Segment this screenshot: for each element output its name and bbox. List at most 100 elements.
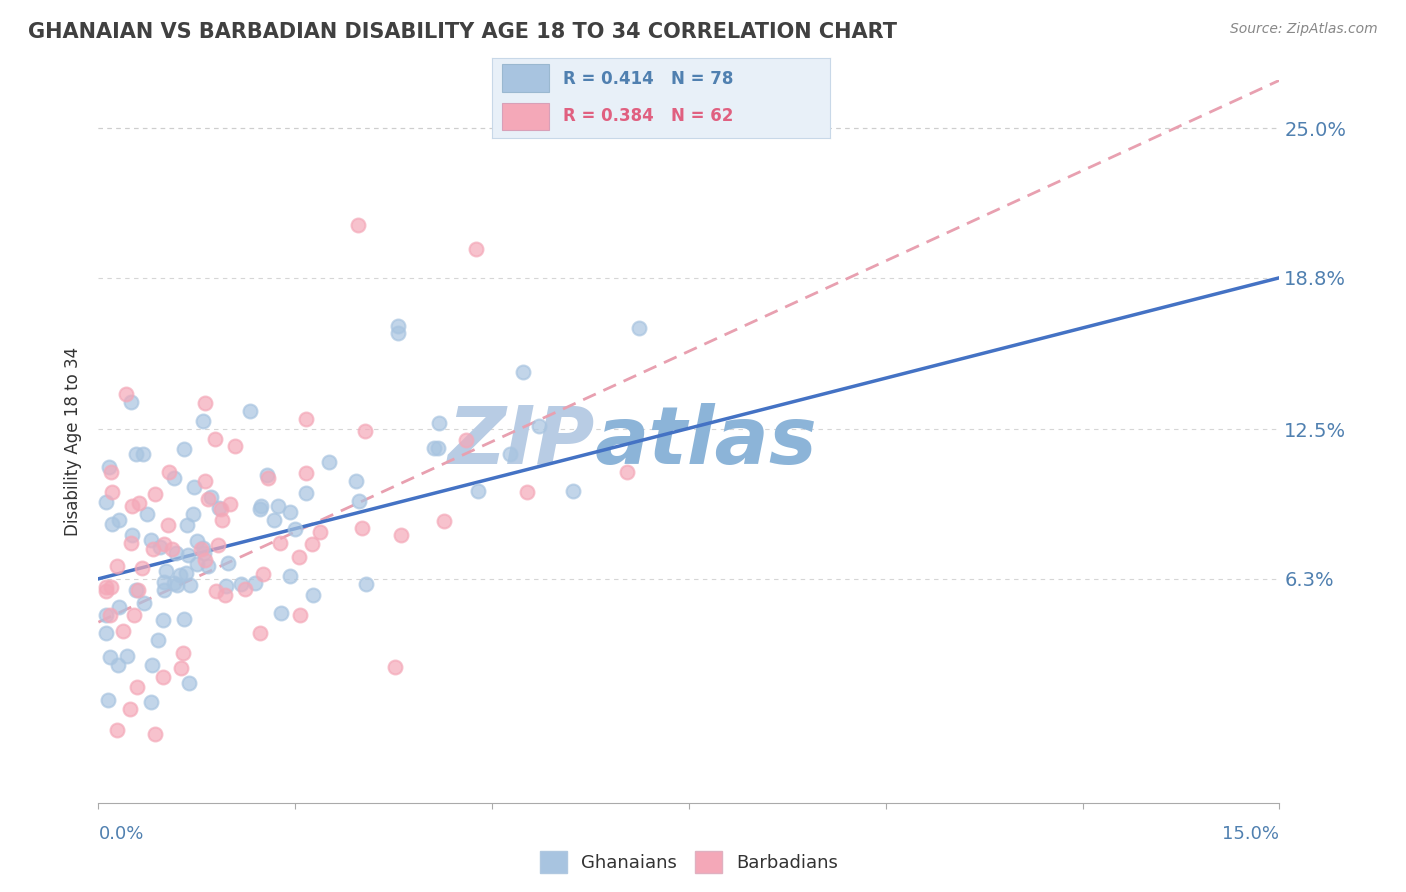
Point [115,648,138,663]
Point [194,396,217,410]
Point [149,540,172,554]
Point [174,566,197,580]
Point [181,507,204,521]
Point [512,365,534,379]
Point [207,538,229,552]
Point [295,466,318,480]
Point [197,491,219,506]
Point [177,548,200,562]
Point [256,467,278,482]
Text: GHANAIAN VS BARBADIAN DISABILITY AGE 18 TO 34 CORRELATION CHART: GHANAIAN VS BARBADIAN DISABILITY AGE 18 … [28,22,897,42]
Point [111,624,134,638]
Point [135,508,157,522]
Point [347,218,370,232]
Bar [502,64,550,92]
Point [100,465,122,479]
Point [125,583,148,598]
Point [249,625,271,640]
Point [100,580,122,594]
Point [616,465,638,479]
Point [169,567,191,582]
Point [124,447,146,461]
Point [120,535,142,549]
Point [309,525,332,540]
Point [224,439,246,453]
Point [243,575,266,590]
Point [163,471,186,485]
Point [200,490,222,504]
Point [172,646,194,660]
Point [529,419,551,434]
Point [156,517,179,532]
Point [163,575,186,590]
Text: 0.0%: 0.0% [98,825,143,843]
Point [177,676,200,690]
Point [211,513,233,527]
Point [101,517,124,532]
Point [263,513,285,527]
Point [165,545,187,559]
Point [128,496,150,510]
Point [215,579,238,593]
Point [454,433,477,447]
Point [295,412,318,426]
Point [288,550,311,565]
Point [108,600,131,615]
Point [423,441,446,455]
Point [302,588,325,602]
Point [301,537,323,551]
Point [427,441,450,455]
Point [229,577,252,591]
Point [96,583,118,598]
Bar [502,103,550,130]
Point [96,580,118,594]
Point [120,395,142,409]
Point [152,613,174,627]
Point [208,501,231,516]
Point [121,528,143,542]
Point [107,658,129,673]
Point [344,474,367,488]
Point [628,321,651,335]
Point [98,460,121,475]
Point [270,606,292,620]
Point [97,693,120,707]
Point [134,597,156,611]
Point [173,612,195,626]
Point [349,494,371,508]
Point [183,480,205,494]
Point [465,242,488,256]
Point [427,416,450,430]
Text: ZIP: ZIP [447,402,595,481]
Point [173,442,195,457]
Point [204,584,226,599]
Point [166,578,188,592]
Point [280,569,302,583]
Point [218,556,240,570]
Point [219,497,242,511]
Point [105,723,128,737]
Point [170,661,193,675]
Point [127,583,149,598]
Point [354,576,377,591]
Point [350,521,373,535]
Point [269,536,291,550]
Text: Source: ZipAtlas.com: Source: ZipAtlas.com [1230,22,1378,37]
Point [153,574,176,589]
Text: atlas: atlas [595,402,817,481]
Point [433,515,456,529]
Point [278,505,301,519]
Point [384,660,406,674]
Point [318,455,340,469]
Point [96,495,118,509]
Point [516,485,538,500]
Point [252,566,274,581]
Point [96,607,118,622]
Point [194,553,217,567]
Point [186,558,208,572]
Point [118,702,141,716]
Point [190,541,212,556]
Point [107,513,129,527]
Point [160,541,183,556]
Point [152,537,174,551]
